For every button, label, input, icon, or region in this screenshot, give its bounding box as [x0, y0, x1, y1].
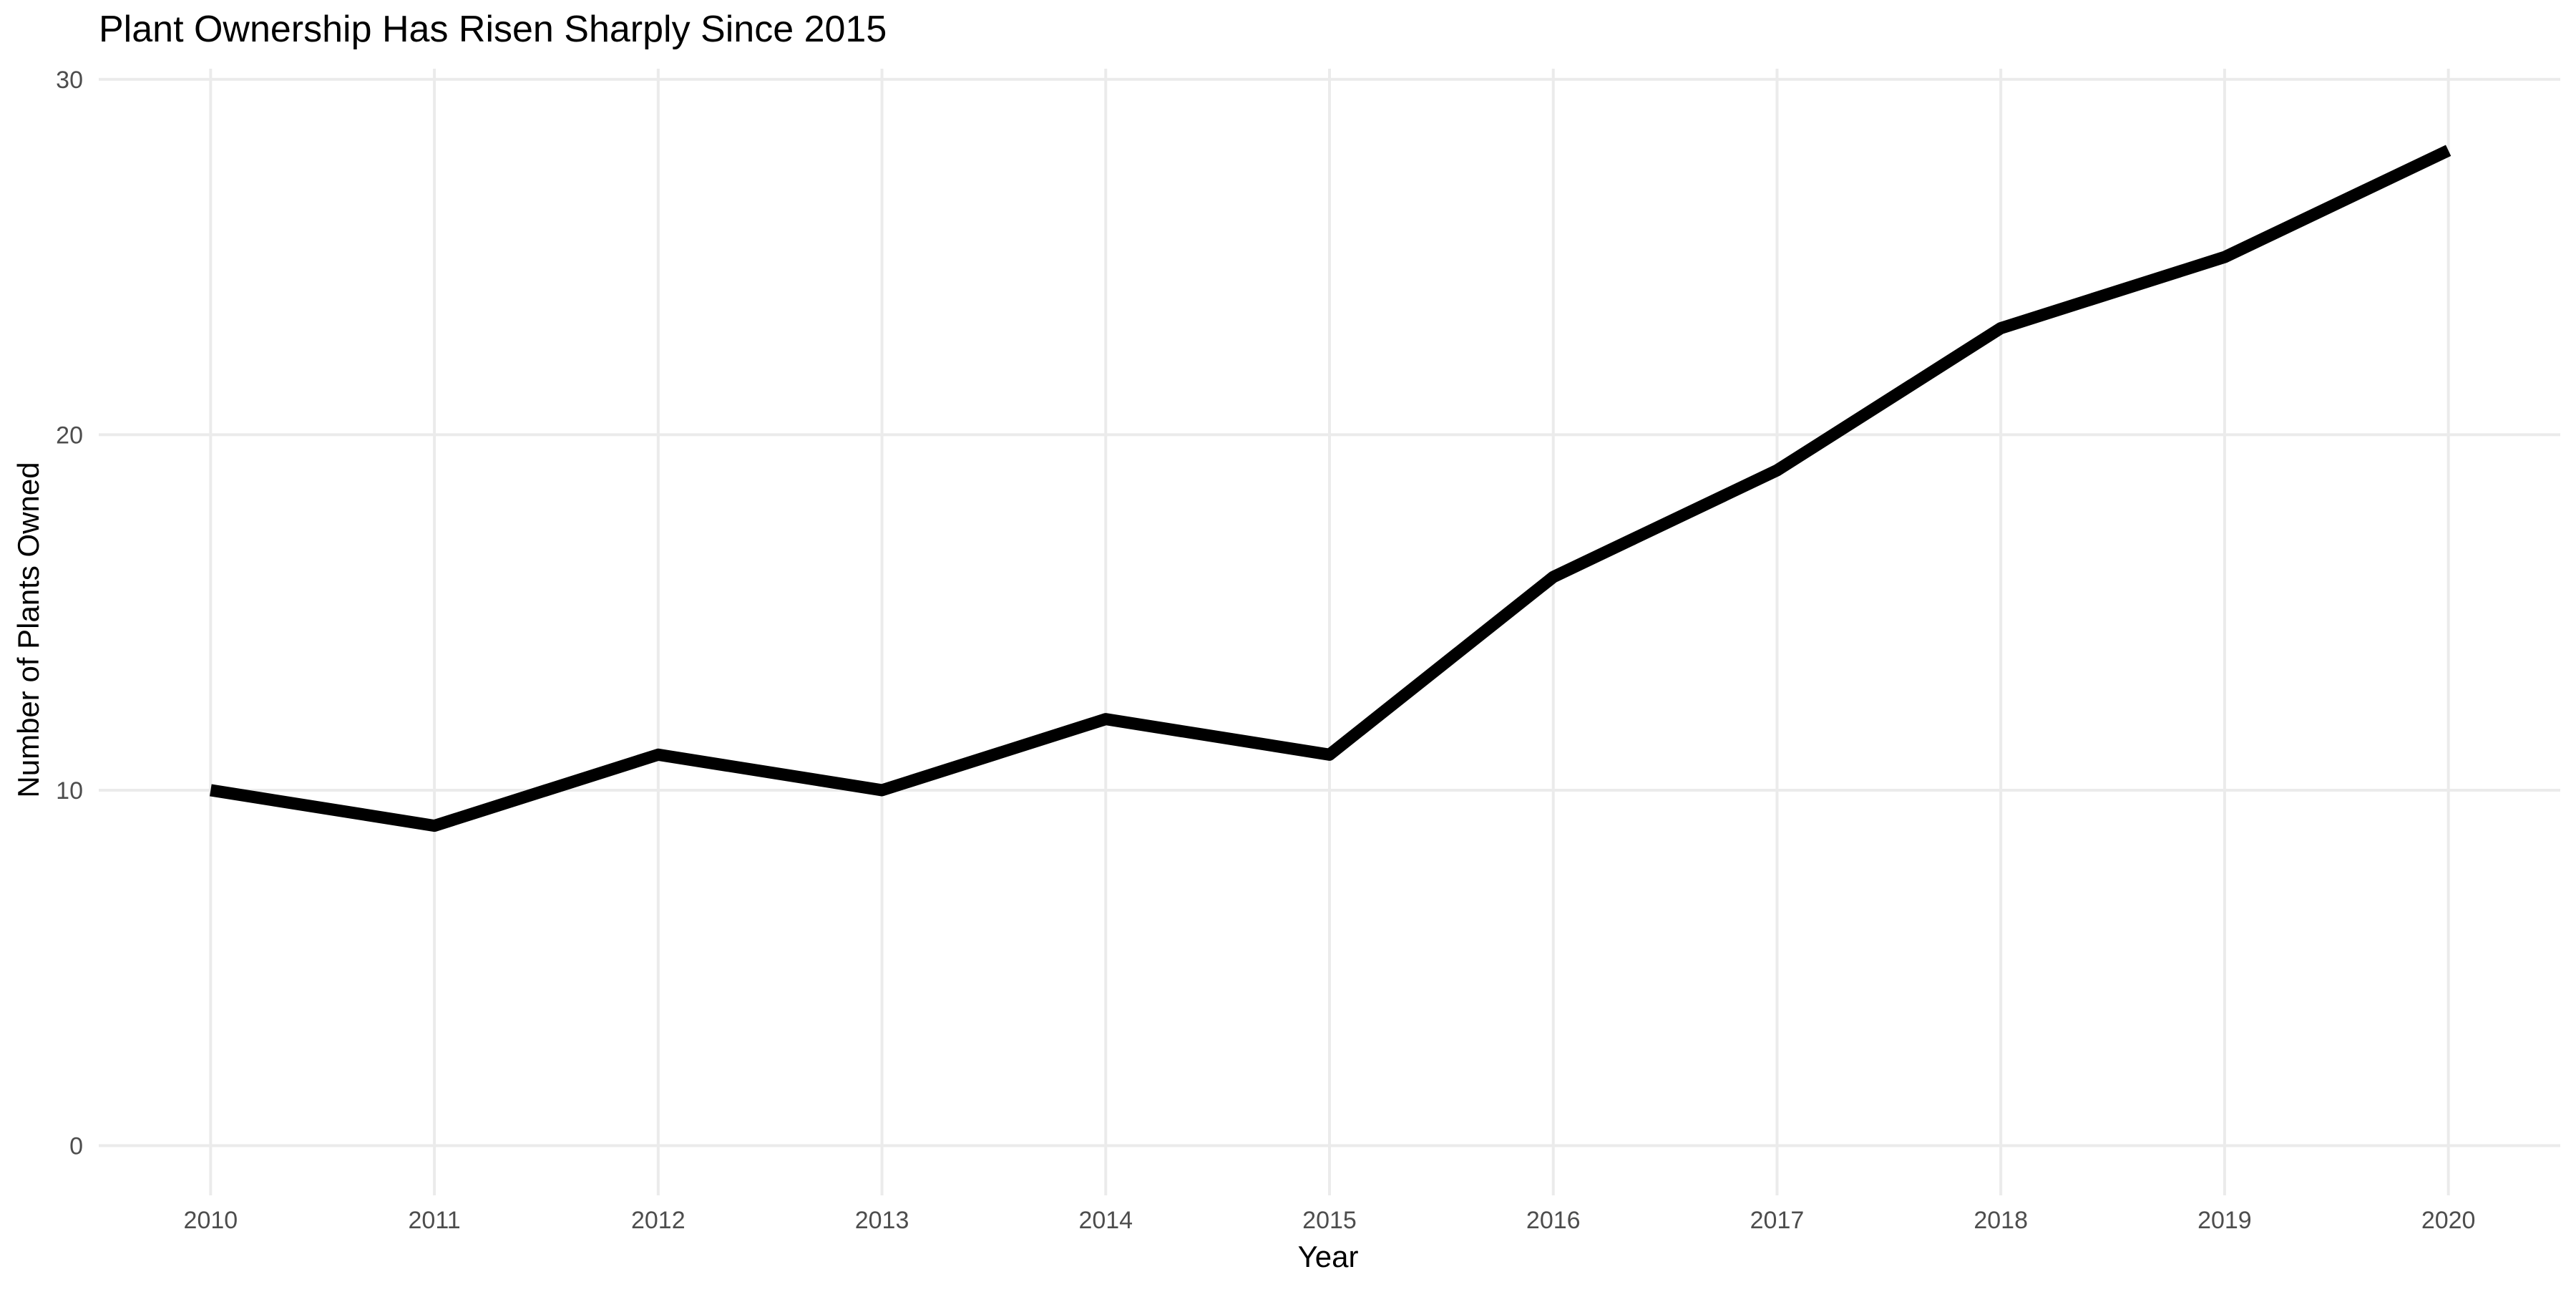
x-tick-label: 2018: [1974, 1207, 2028, 1234]
chart-title: Plant Ownership Has Risen Sharply Since …: [99, 9, 887, 50]
x-tick-label: 2020: [2421, 1207, 2476, 1234]
x-tick-label: 2016: [1526, 1207, 1581, 1234]
y-tick-label: 0: [69, 1132, 83, 1160]
x-axis-label: Year: [1298, 1240, 1359, 1273]
grid-layer: [99, 69, 2560, 1195]
series-line: [210, 145, 2451, 832]
y-axis-label: Number of Plants Owned: [11, 462, 45, 797]
x-tick-label: 2013: [855, 1207, 909, 1234]
x-tick-label: 2019: [2197, 1207, 2252, 1234]
x-tick-label: 2017: [1750, 1207, 1805, 1234]
x-tick-label: 2011: [409, 1207, 461, 1234]
y-tick-label: 10: [56, 777, 83, 805]
x-tick-label: 2014: [1078, 1207, 1133, 1234]
x-tick-label: 2012: [631, 1207, 686, 1234]
data-layer: [210, 145, 2451, 832]
y-tick-label: 30: [56, 67, 83, 94]
x-tick-label: 2015: [1302, 1207, 1357, 1234]
y-tick-label: 20: [56, 422, 83, 449]
x-tick-label: 2010: [184, 1207, 238, 1234]
tick-layer: 2010 2011 2012 2013 2014 2015 2016 2017 2018 2019…: [56, 67, 2475, 1234]
